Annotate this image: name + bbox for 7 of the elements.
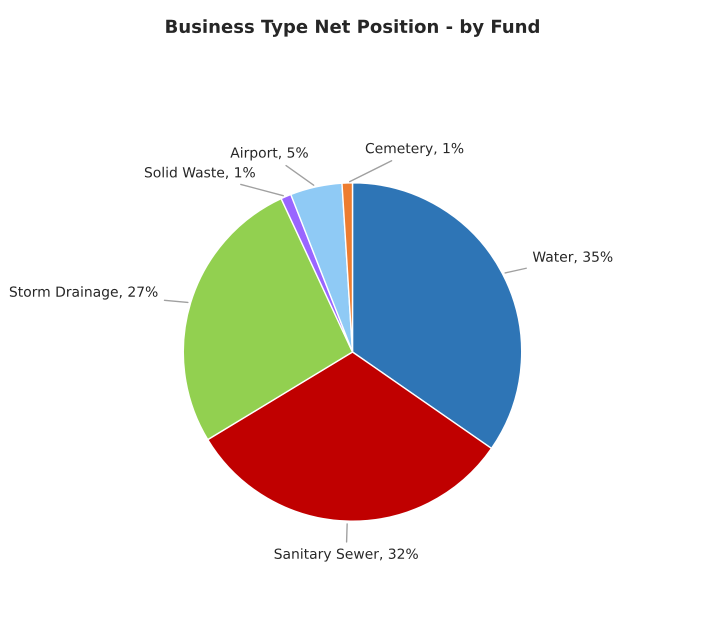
slice-label: Storm Drainage, 27%: [10, 286, 158, 300]
slice-label: Water, 35%: [532, 251, 612, 264]
slice-label: Sanitary Sewer, 32%: [274, 548, 418, 562]
chart-title: Business Type Net Position - by Fund: [166, 19, 539, 37]
slice-label: Cemetery, 1%: [366, 142, 464, 156]
slice-label: Solid Waste, 1%: [144, 166, 255, 179]
slice-label: Airport, 5%: [230, 147, 308, 160]
